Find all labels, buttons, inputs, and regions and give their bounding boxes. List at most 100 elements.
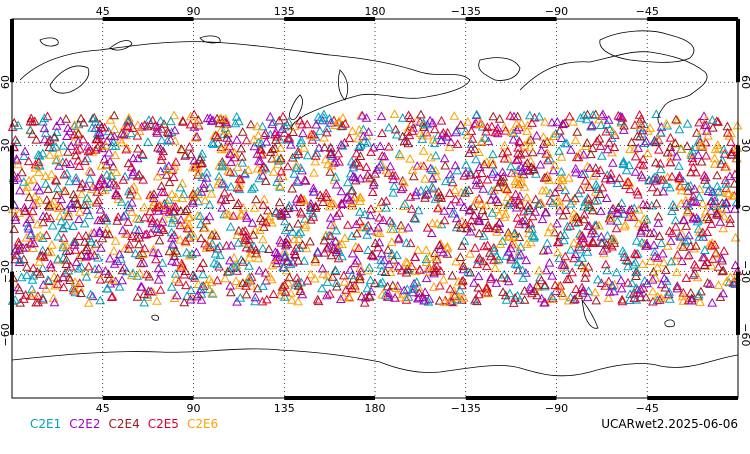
occultation-marker: [376, 111, 387, 121]
lat-label-left: 30: [0, 138, 12, 152]
occultation-marker: [709, 196, 720, 205]
occultation-marker: [279, 279, 290, 289]
occultation-marker: [156, 267, 166, 277]
occultation-marker: [346, 186, 356, 195]
occultation-marker: [172, 290, 182, 300]
occultation-marker: [13, 237, 24, 246]
occultation-marker: [632, 284, 643, 294]
occultation-marker: [335, 294, 346, 303]
occultation-marker: [261, 136, 272, 146]
occultation-marker: [363, 127, 374, 136]
occultation-marker: [716, 159, 727, 168]
occultation-marker: [124, 239, 135, 249]
occultation-marker: [631, 283, 642, 292]
occultation-marker: [475, 118, 486, 127]
occultation-marker: [654, 231, 665, 240]
occultation-marker: [409, 278, 419, 288]
occultation-marker: [149, 199, 159, 209]
occultation-marker: [330, 156, 341, 166]
occultation-marker: [259, 161, 269, 171]
occultation-marker: [707, 237, 717, 247]
occultation-marker: [287, 226, 298, 236]
lon-label-top: 90: [187, 5, 201, 18]
occultation-marker: [333, 148, 344, 158]
occultation-marker: [319, 235, 330, 245]
occultation-marker: [555, 280, 566, 290]
occultation-marker: [595, 206, 606, 215]
occultation-marker: [231, 111, 242, 121]
occultation-marker: [196, 233, 206, 243]
occultation-marker: [469, 210, 480, 220]
occultation-marker: [614, 173, 625, 183]
occultation-marker: [672, 115, 683, 125]
occultation-marker: [391, 129, 402, 139]
occultation-marker: [326, 220, 336, 229]
occultation-marker: [149, 189, 159, 198]
occultation-marker: [334, 116, 344, 126]
occultation-marker: [693, 150, 704, 159]
occultation-marker: [109, 124, 120, 133]
occultation-marker: [70, 277, 81, 286]
lon-label-top: 180: [365, 5, 386, 18]
occultation-marker: [509, 111, 519, 121]
occultation-marker: [270, 247, 281, 256]
occultation-marker: [308, 186, 319, 196]
occultation-marker: [354, 141, 365, 150]
occultation-marker: [506, 254, 516, 264]
occultation-marker: [395, 150, 406, 160]
occultation-marker: [32, 181, 42, 191]
occultation-marker: [390, 292, 400, 302]
occultation-marker: [13, 120, 23, 130]
occultation-marker: [521, 268, 531, 277]
occultation-marker: [224, 141, 235, 151]
coast-small-island-1: [664, 319, 675, 328]
occultation-marker: [541, 265, 552, 275]
occultation-marker: [722, 127, 733, 137]
occultation-marker: [221, 143, 231, 153]
occultation-marker: [58, 242, 68, 252]
occultation-marker: [70, 285, 81, 294]
occultation-marker: [429, 281, 439, 291]
occultation-marker: [74, 143, 85, 153]
occultation-marker: [226, 157, 236, 166]
occultation-marker: [193, 169, 203, 179]
occultation-marker: [310, 132, 321, 141]
occultation-marker: [682, 141, 693, 150]
occultation-marker: [82, 242, 92, 252]
occultation-marker: [453, 219, 464, 229]
occultation-marker: [310, 256, 321, 266]
occultation-marker: [257, 121, 268, 131]
occultation-marker: [85, 289, 96, 299]
occultation-marker: [171, 274, 181, 283]
occultation-marker: [237, 278, 248, 287]
occultation-marker: [642, 278, 653, 288]
occultation-marker: [232, 162, 243, 171]
occultation-marker: [291, 159, 302, 169]
occultation-marker: [306, 214, 316, 224]
occultation-marker: [374, 162, 385, 171]
occultation-marker: [537, 214, 548, 224]
occultation-marker: [260, 267, 271, 277]
occultation-marker: [272, 248, 283, 258]
occultation-marker: [626, 210, 637, 220]
occultation-marker: [186, 292, 197, 301]
occultation-marker: [632, 186, 643, 196]
lon-label-bottom: −90: [545, 402, 568, 415]
occultation-marker: [607, 204, 617, 214]
occultation-marker: [116, 253, 126, 263]
occultation-marker: [230, 118, 241, 128]
occultation-marker: [138, 174, 148, 184]
occultation-marker: [353, 133, 363, 143]
occultation-marker: [556, 133, 567, 142]
occultation-marker: [549, 227, 560, 237]
occultation-marker: [725, 218, 735, 227]
occultation-marker: [169, 110, 179, 120]
occultation-marker: [219, 209, 229, 219]
occultation-marker: [501, 294, 512, 304]
occultation-marker: [110, 235, 121, 245]
occultation-marker: [638, 160, 649, 170]
occultation-marker: [284, 272, 295, 282]
occultation-marker: [167, 189, 177, 198]
occultation-marker: [635, 131, 645, 141]
occultation-marker: [649, 247, 660, 256]
